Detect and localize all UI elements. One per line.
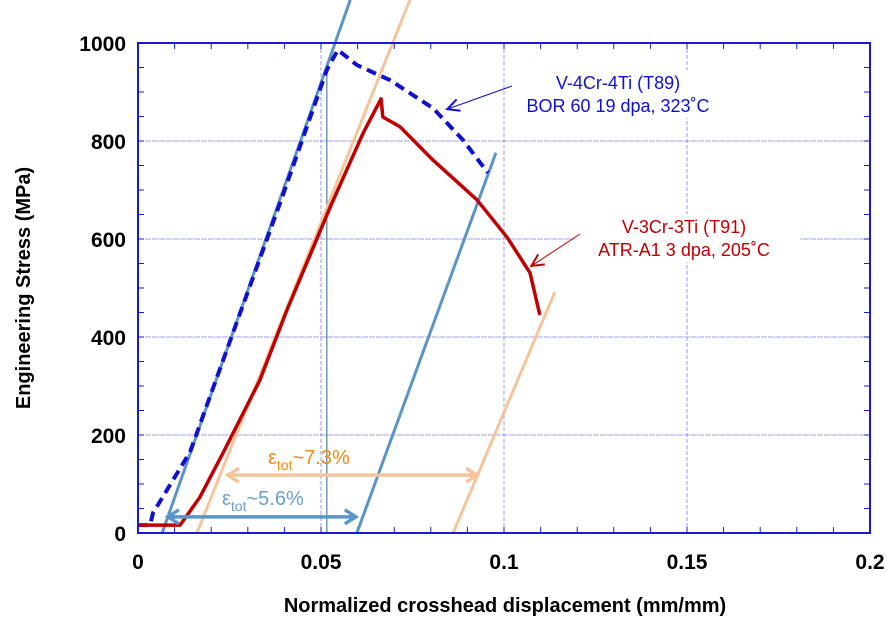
x-tick-label: 0.05 — [301, 551, 342, 574]
annotation-arrow — [447, 85, 513, 110]
arrow-head — [445, 98, 461, 112]
strain-value: ~5.6% — [247, 488, 304, 510]
annotation-t89: V-4Cr-4Ti (T89) BOR 60 19 dpa, 323˚C — [445, 70, 735, 118]
y-tick-labels: 0 200 400 600 800 1000 — [79, 33, 126, 546]
y-tick-label: 400 — [91, 327, 126, 350]
annotation-line1: V-4Cr-4Ti (T89) — [556, 73, 680, 93]
epsilon-symbol: ε — [222, 488, 231, 510]
y-tick-label: 1000 — [79, 33, 126, 56]
arrow-head — [164, 508, 180, 526]
x-tick-labels: 0 0.05 0.1 0.15 0.2 — [132, 551, 884, 574]
y-tick-label: 200 — [91, 425, 126, 448]
epsilon-subscript: tot — [231, 498, 247, 514]
series-v4cr4ti-line — [138, 47, 490, 528]
series-lines — [138, 47, 542, 528]
annotation-line2: ATR-A1 3 dpa, 205˚C — [598, 240, 770, 260]
epsilon-subscript: tot — [277, 457, 293, 473]
y-tick-label: 800 — [91, 131, 126, 154]
fit-line — [355, 152, 498, 534]
annotation-line2: BOR 60 19 dpa, 323˚C — [526, 96, 709, 116]
arrow-head — [465, 466, 481, 484]
epsilon-symbol: ε — [268, 447, 277, 469]
y-axis-label: Engineering Stress (MPa) — [13, 167, 35, 409]
arrow-head — [529, 253, 545, 268]
arrow-head — [343, 508, 360, 526]
x-tick-label: 0.2 — [855, 551, 884, 574]
y-tick-label: 600 — [91, 229, 126, 252]
fit-line — [451, 291, 557, 534]
x-axis-label: Normalized crosshead displacement (mm/mm… — [284, 595, 726, 617]
strain-label-orange: εtot~7.3% — [268, 447, 350, 473]
grid — [138, 43, 870, 533]
x-tick-label: 0 — [132, 551, 144, 574]
series-v3cr3ti-line — [138, 97, 542, 527]
arrow-head — [224, 466, 240, 484]
annotation-t91: V-3Cr-3Ti (T91) ATR-A1 3 dpa, 205˚C — [529, 214, 800, 268]
annotation-line1: V-3Cr-3Ti (T91) — [622, 217, 746, 237]
annotation-arrow — [531, 233, 581, 267]
plot-frame — [137, 42, 871, 534]
strain-value: ~7.3% — [293, 447, 350, 469]
x-tick-label: 0.15 — [667, 551, 708, 574]
strain-label-blue: εtot~5.6% — [222, 488, 304, 514]
strain-arrows — [164, 466, 481, 526]
y-tick-label: 0 — [114, 523, 126, 546]
x-tick-label: 0.1 — [489, 551, 519, 574]
